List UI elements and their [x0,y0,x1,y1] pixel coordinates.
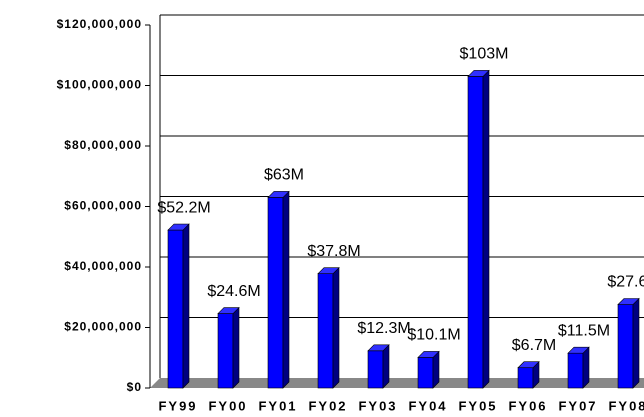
bar [567,346,590,389]
bar-top [267,191,290,198]
bar [367,344,390,389]
bar [417,350,440,389]
bar [467,69,490,389]
y-tick-label: $100,000,000 [57,78,142,92]
bar [517,361,540,389]
bar-front [367,350,384,389]
value-label: $10.1M [407,327,460,344]
bar-front [617,304,634,389]
x-tick-label: FY03 [358,398,397,413]
y-tick-label: $0 [127,380,142,394]
bar-front [317,273,334,389]
bar-side [282,190,290,389]
x-tick-label: FY04 [408,398,447,413]
bar-front [417,357,434,389]
x-tick-label: FY07 [558,398,597,413]
bar-top [217,307,240,314]
bar [617,297,640,389]
bar [217,306,240,389]
bar-top [567,346,590,354]
y-tick-label: $120,000,000 [57,17,142,31]
y-tick-label: $60,000,000 [64,199,142,213]
value-label: $27.6M [607,274,644,291]
bar-top [467,70,490,77]
bar-top [167,223,190,231]
bar-front [217,313,234,389]
value-label: $63M [264,167,304,184]
bar-top [417,351,440,358]
bar-side [332,266,340,389]
y-tick-label: $80,000,000 [64,138,142,152]
y-tick-label: $40,000,000 [64,259,142,273]
value-label: $11.5M [558,322,610,339]
bar-side [582,346,590,389]
x-tick-label: FY08 [608,398,644,413]
bar-front [467,76,484,389]
bar-side [632,297,640,389]
bar [317,266,340,389]
bar-top [317,267,340,274]
bar-front [167,229,184,389]
bar-side [182,223,190,389]
value-label: $24.6M [207,283,260,300]
x-tick-label: FY06 [508,398,547,413]
value-label: $52.2M [157,199,210,216]
bar-top [617,298,640,305]
x-tick-label: FY02 [308,398,347,413]
bar [167,223,190,389]
bar-side [382,344,390,389]
x-tick-label: FY05 [458,398,497,413]
value-label: $12.3M [357,320,410,337]
bar-front [267,197,284,389]
bar-top [517,361,540,369]
bar-front [517,367,534,389]
x-tick-label: FY01 [258,398,297,413]
bar-side [232,306,240,389]
y-tick-label: $20,000,000 [64,320,142,334]
value-label: $6.7M [512,337,556,354]
value-label: $37.8M [307,243,360,260]
value-label: $103M [460,46,509,63]
bar-side [482,69,490,389]
bar [267,190,290,389]
bar-top [367,344,390,352]
bar-front [567,352,584,389]
x-tick-label: FY99 [158,398,197,413]
x-tick-label: FY00 [208,398,247,413]
